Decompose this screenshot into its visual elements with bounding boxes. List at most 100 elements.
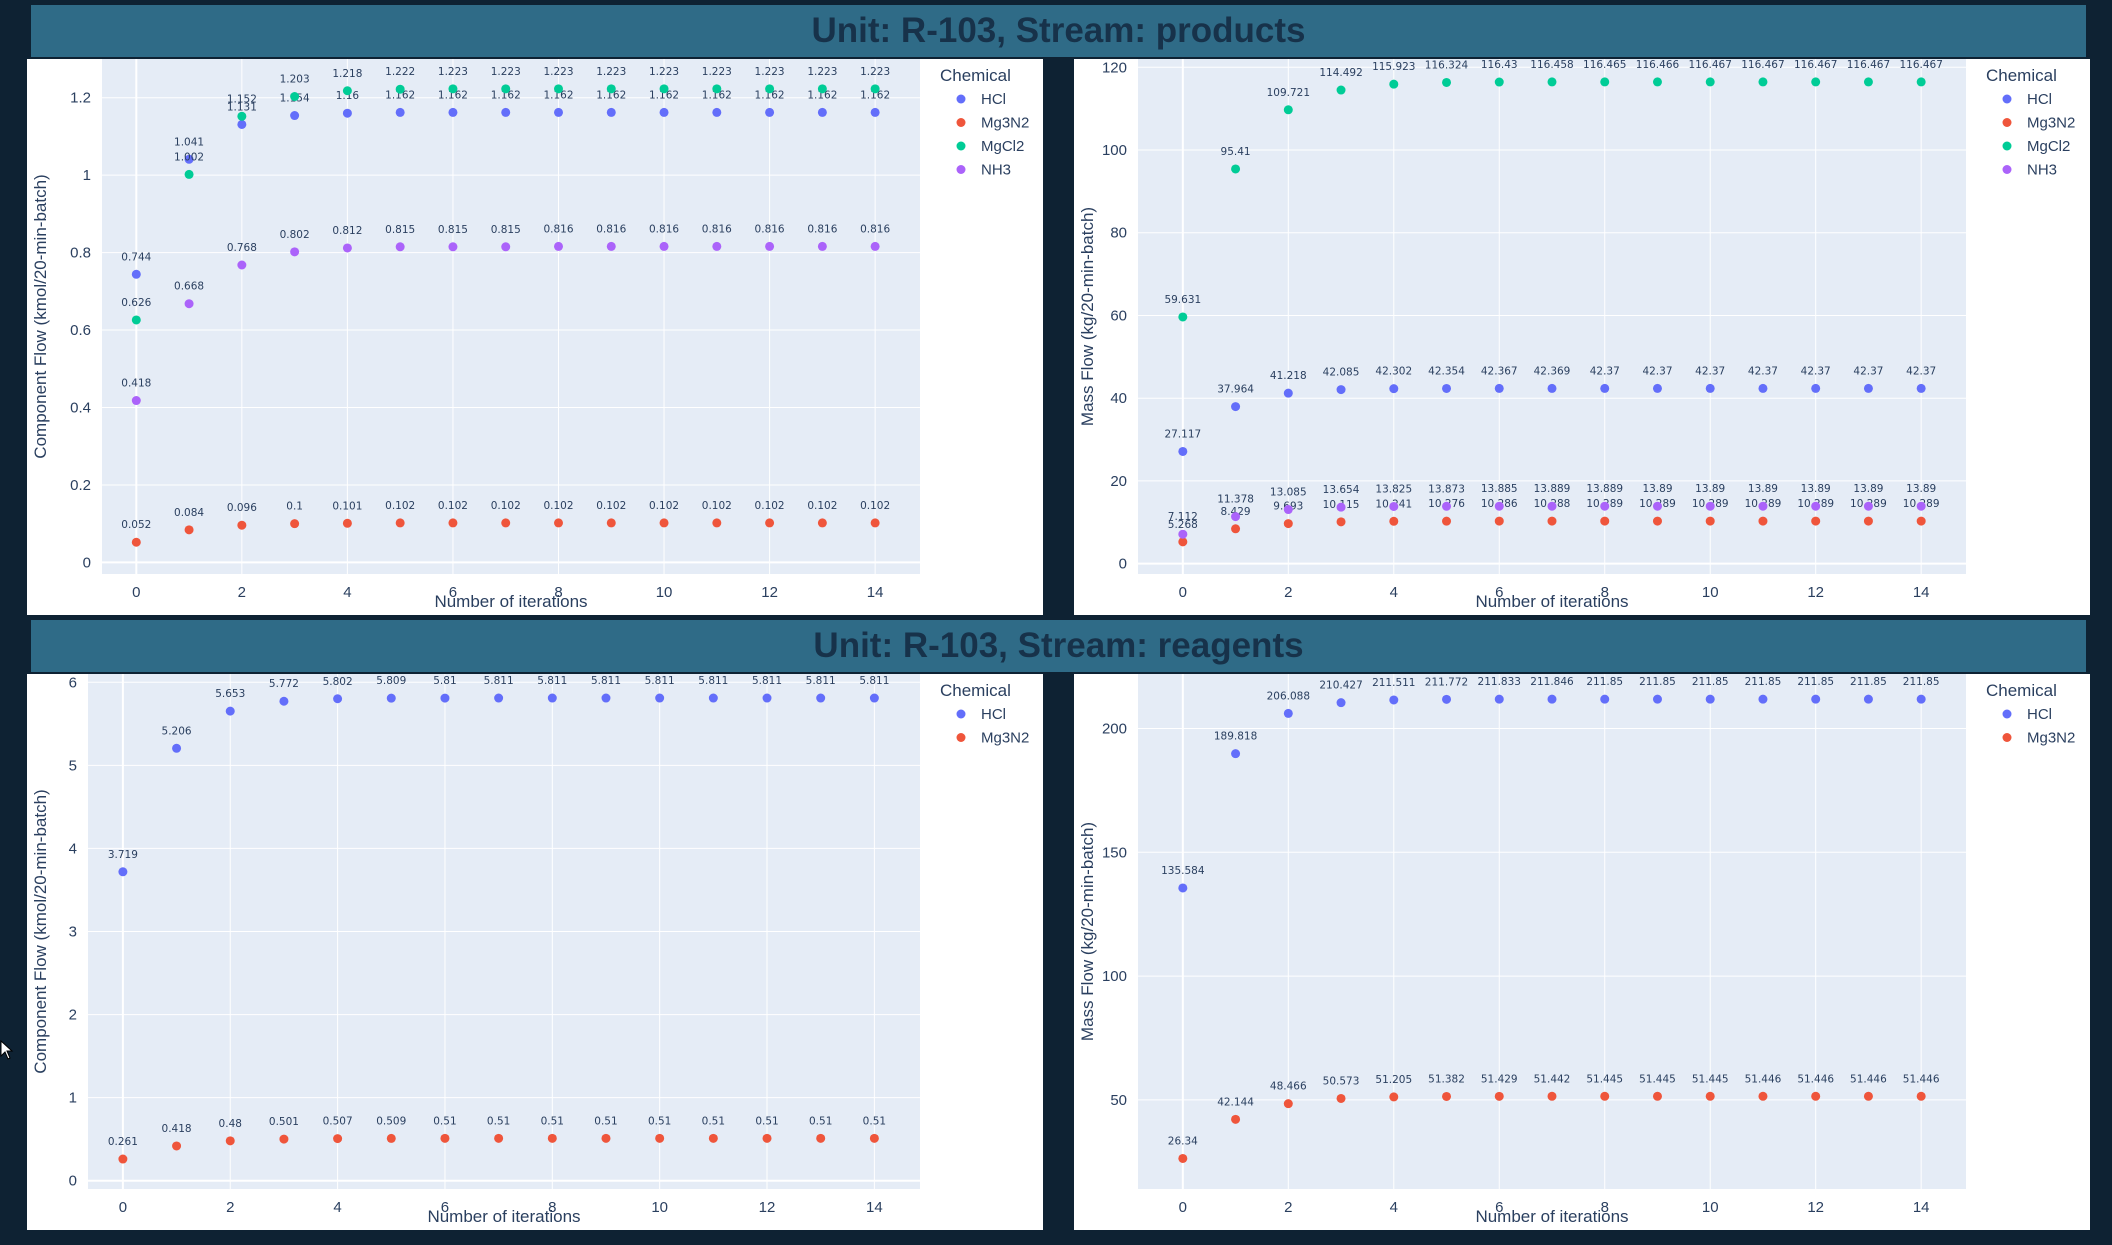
data-point-Mg3N2: [1600, 516, 1610, 526]
legend-item-Mg3N2[interactable]: Mg3N2: [956, 115, 1030, 132]
data-point-MgCl2: [765, 84, 775, 94]
legend-marker: [2002, 94, 2012, 104]
data-point-NH3: [237, 260, 247, 270]
data-point-HCl: [870, 107, 880, 117]
data-point-HCl: [1336, 698, 1346, 708]
legend-item-HCl[interactable]: HCl: [956, 706, 1007, 723]
data-point-Mg3N2: [131, 537, 141, 547]
data-label-MgCl2: 116.467: [1741, 59, 1784, 71]
data-label-Mg3N2: 51.382: [1428, 1073, 1465, 1085]
reagents-component-flow-chart: 0 2 4 6 8 10 12 14 0 1 2 3 4 5 6 Number of iterations Co…: [27, 674, 1043, 1230]
data-point-HCl: [225, 706, 235, 716]
legend-item-HCl[interactable]: HCl: [956, 91, 1007, 108]
data-label-NH3: 13.89: [1748, 483, 1778, 495]
data-label-HCl: 211.85: [1797, 676, 1834, 688]
data-point-NH3: [1916, 501, 1926, 511]
data-point-Mg3N2: [553, 518, 563, 528]
y-tick-label: 6: [69, 674, 77, 691]
legend-item-Mg3N2[interactable]: Mg3N2: [2002, 115, 2076, 132]
data-label-Mg3N2: 0.418: [162, 1123, 192, 1135]
data-point-HCl: [553, 107, 563, 117]
x-tick-label: 6: [1495, 1199, 1503, 1216]
y-tick-label: 150: [1102, 844, 1127, 861]
x-axis-title: Number of iterations: [1475, 592, 1628, 611]
legend-label: NH3: [981, 162, 1011, 179]
data-point-NH3: [1600, 501, 1610, 511]
data-point-HCl: [1442, 694, 1452, 704]
data-point-Mg3N2: [1389, 516, 1399, 526]
data-point-MgCl2: [1442, 77, 1452, 87]
data-label-Mg3N2: 0.51: [809, 1115, 832, 1127]
data-point-HCl: [1547, 694, 1557, 704]
data-label-NH3: 13.085: [1270, 487, 1307, 499]
data-label-HCl: 42.37: [1695, 365, 1725, 377]
data-label-NH3: 0.816: [702, 223, 732, 235]
data-point-Mg3N2: [386, 1133, 396, 1143]
data-point-Mg3N2: [765, 518, 775, 528]
data-point-Mg3N2: [1652, 516, 1662, 526]
data-point-HCl: [1652, 694, 1662, 704]
legend-item-NH3[interactable]: NH3: [956, 162, 1012, 179]
data-point-MgCl2: [237, 111, 247, 121]
data-point-Mg3N2: [290, 519, 300, 529]
x-tick-label: 12: [759, 1199, 776, 1216]
y-tick-label: 100: [1102, 968, 1127, 985]
y-tick-label: 20: [1110, 473, 1127, 490]
data-label-Mg3N2: 0.102: [702, 500, 732, 512]
legend-label: Mg3N2: [2027, 730, 2075, 747]
data-label-Mg3N2: 0.48: [219, 1118, 242, 1130]
data-point-Mg3N2: [1705, 516, 1715, 526]
data-point-NH3: [395, 242, 405, 252]
data-label-HCl: 42.085: [1323, 367, 1360, 379]
legend-item-Mg3N2[interactable]: Mg3N2: [2002, 730, 2076, 747]
data-label-MgCl2: 59.631: [1164, 294, 1201, 306]
data-label-Mg3N2: 0.507: [323, 1116, 353, 1128]
data-point-NH3: [290, 247, 300, 257]
legend-item-MgCl2[interactable]: MgCl2: [2002, 138, 2071, 155]
data-label-Mg3N2: 0.51: [487, 1115, 510, 1127]
data-label-Mg3N2: 0.102: [596, 500, 626, 512]
legend-marker: [956, 141, 966, 151]
data-label-NH3: 0.418: [121, 378, 151, 390]
legend-item-HCl[interactable]: HCl: [2002, 91, 2053, 108]
data-label-MgCl2: 116.467: [1689, 59, 1732, 71]
data-label-HCl: 42.37: [1642, 365, 1672, 377]
chart-svg: 0 2 4 6 8 10 12 14 0 20 40 60 80 100 120 Number of iter…: [1078, 59, 2076, 611]
data-label-MgCl2: 114.492: [1319, 67, 1362, 79]
data-label-MgCl2: 1.218: [332, 68, 362, 80]
data-point-Mg3N2: [1178, 1153, 1188, 1163]
data-label-HCl: 42.37: [1590, 365, 1620, 377]
data-point-Mg3N2: [1231, 524, 1241, 534]
data-point-MgCl2: [1758, 77, 1768, 87]
data-point-HCl: [1283, 388, 1293, 398]
data-point-NH3: [1494, 501, 1504, 511]
data-label-Mg3N2: 0.102: [755, 500, 785, 512]
data-point-HCl: [762, 693, 772, 703]
x-tick-label: 2: [1284, 1199, 1292, 1216]
legend-label: HCl: [981, 91, 1006, 108]
data-label-MgCl2: 1.222: [385, 66, 415, 78]
data-point-Mg3N2: [237, 520, 247, 530]
legend-item-HCl[interactable]: HCl: [2002, 706, 2053, 723]
data-label-HCl: 41.218: [1270, 370, 1307, 382]
data-point-Mg3N2: [1811, 1091, 1821, 1101]
data-point-Mg3N2: [395, 518, 405, 528]
data-label-HCl: 5.811: [591, 675, 621, 687]
data-point-MgCl2: [870, 84, 880, 94]
data-label-HCl: 27.117: [1164, 428, 1201, 440]
data-point-Mg3N2: [1336, 1093, 1346, 1103]
data-point-NH3: [1863, 501, 1873, 511]
data-label-Mg3N2: 0.51: [648, 1115, 671, 1127]
y-tick-label: 0: [1119, 556, 1127, 573]
data-label-MgCl2: 109.721: [1267, 87, 1310, 99]
legend-item-Mg3N2[interactable]: Mg3N2: [956, 730, 1030, 747]
x-tick-label: 8: [1601, 1199, 1609, 1216]
legend-item-MgCl2[interactable]: MgCl2: [956, 138, 1025, 155]
legend-marker: [2002, 141, 2012, 151]
y-tick-label: 50: [1110, 1092, 1127, 1109]
data-label-NH3: 13.89: [1801, 483, 1831, 495]
data-label-HCl: 5.811: [537, 675, 567, 687]
legend-item-NH3[interactable]: NH3: [2002, 162, 2058, 179]
plot-area: [102, 59, 920, 574]
x-tick-label: 6: [441, 1199, 449, 1216]
